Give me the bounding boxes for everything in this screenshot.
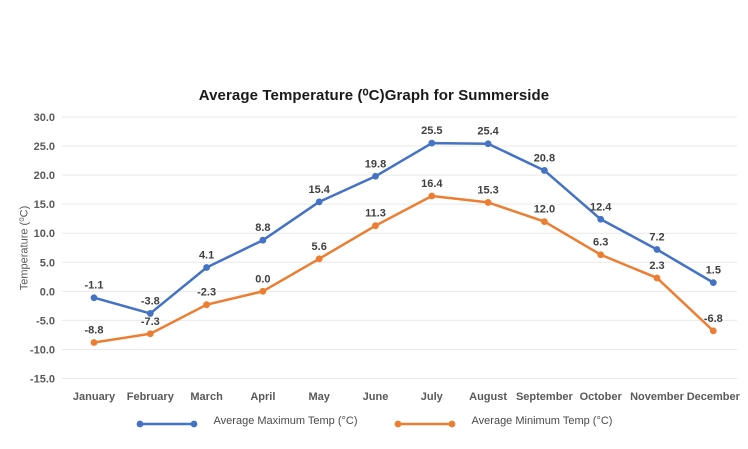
data-point-marker — [653, 246, 661, 253]
data-label: 2.3 — [649, 260, 664, 272]
legend-label-max: Average Maximum Temp (°C) — [213, 415, 358, 427]
y-tick-label: 0.0 — [40, 286, 55, 298]
y-tick-label: 30.0 — [34, 112, 55, 124]
data-label: 7.2 — [649, 231, 664, 243]
x-tick-label: November — [630, 391, 685, 403]
data-label: -1.1 — [85, 280, 104, 292]
data-label: 0.0 — [255, 273, 270, 285]
data-label: 12.4 — [590, 201, 612, 213]
x-tick-label: September — [516, 391, 574, 403]
x-tick-label: May — [308, 391, 330, 403]
x-tick-label: June — [363, 391, 389, 403]
legend: Average Maximum Temp (°C) Average Minimu… — [0, 415, 748, 428]
data-point-marker — [709, 279, 717, 287]
data-point-marker — [203, 301, 211, 309]
y-tick-label: -15.0 — [30, 374, 55, 386]
legend-label-min: Average Minimum Temp (°C) — [471, 415, 613, 427]
data-label: 6.3 — [593, 237, 608, 249]
data-point-marker — [90, 339, 98, 346]
data-point-marker — [541, 167, 548, 174]
legend-item-max: Average Maximum Temp (°C) — [136, 415, 358, 428]
data-label: -3.8 — [141, 295, 160, 307]
data-point-marker — [146, 310, 154, 317]
data-label: -7.3 — [141, 316, 160, 328]
y-tick-label: -5.0 — [36, 315, 55, 327]
data-label: 11.3 — [365, 208, 386, 220]
y-tick-label: 10.0 — [34, 228, 55, 240]
data-label: 20.8 — [534, 152, 555, 164]
data-point-marker — [315, 255, 323, 263]
legend-marker-min-icon — [394, 416, 456, 428]
chart-title: Average Temperature (⁰C)Graph for Summer… — [198, 87, 550, 104]
data-point-marker — [484, 199, 492, 206]
data-label: 16.4 — [421, 178, 443, 190]
data-label: 15.4 — [308, 184, 330, 196]
data-point-marker — [484, 140, 492, 148]
data-label: 12.0 — [534, 204, 555, 216]
data-label: 8.8 — [255, 222, 270, 234]
data-point-marker — [203, 264, 211, 271]
data-label: -2.3 — [197, 287, 216, 299]
series-line — [92, 141, 715, 315]
x-tick-label: October — [580, 391, 623, 403]
x-tick-label: January — [73, 391, 116, 403]
y-tick-label: 25.0 — [34, 141, 55, 153]
data-point-marker — [259, 236, 267, 244]
data-label: -8.8 — [85, 324, 104, 336]
data-point-marker — [428, 192, 436, 200]
x-tick-label: July — [421, 391, 444, 403]
data-point-marker — [90, 294, 98, 302]
series-line — [92, 194, 715, 344]
x-tick-label: August — [469, 391, 507, 403]
data-point-marker — [597, 215, 605, 223]
x-tick-label: December — [687, 391, 741, 403]
data-label: 15.3 — [477, 184, 498, 196]
data-label: 25.4 — [477, 126, 499, 138]
data-label: 25.5 — [421, 125, 442, 137]
y-tick-label: 5.0 — [40, 257, 55, 269]
x-tick-label: March — [190, 391, 223, 403]
legend-marker-max-icon — [136, 416, 198, 428]
data-point-marker — [146, 330, 154, 338]
data-point-marker — [597, 251, 605, 259]
data-point-marker — [653, 274, 661, 282]
y-tick-label: -10.0 — [30, 344, 55, 356]
data-point-marker — [541, 218, 548, 226]
data-point-marker — [709, 327, 717, 335]
data-point-marker — [259, 287, 267, 295]
x-tick-label: April — [250, 391, 275, 403]
data-point-marker — [372, 172, 379, 180]
data-label: 5.6 — [312, 241, 327, 253]
data-label: 1.5 — [706, 265, 721, 277]
data-label: 4.1 — [199, 250, 214, 262]
y-tick-label: 15.0 — [34, 199, 55, 211]
data-point-marker — [428, 139, 436, 147]
y-tick-label: 20.0 — [34, 170, 55, 182]
data-label: -6.8 — [704, 313, 723, 325]
data-point-marker — [315, 198, 323, 206]
legend-item-min: Average Minimum Temp (°C) — [394, 415, 613, 428]
x-tick-label: February — [127, 391, 175, 403]
data-label: 19.8 — [365, 158, 386, 170]
data-point-marker — [372, 222, 379, 230]
